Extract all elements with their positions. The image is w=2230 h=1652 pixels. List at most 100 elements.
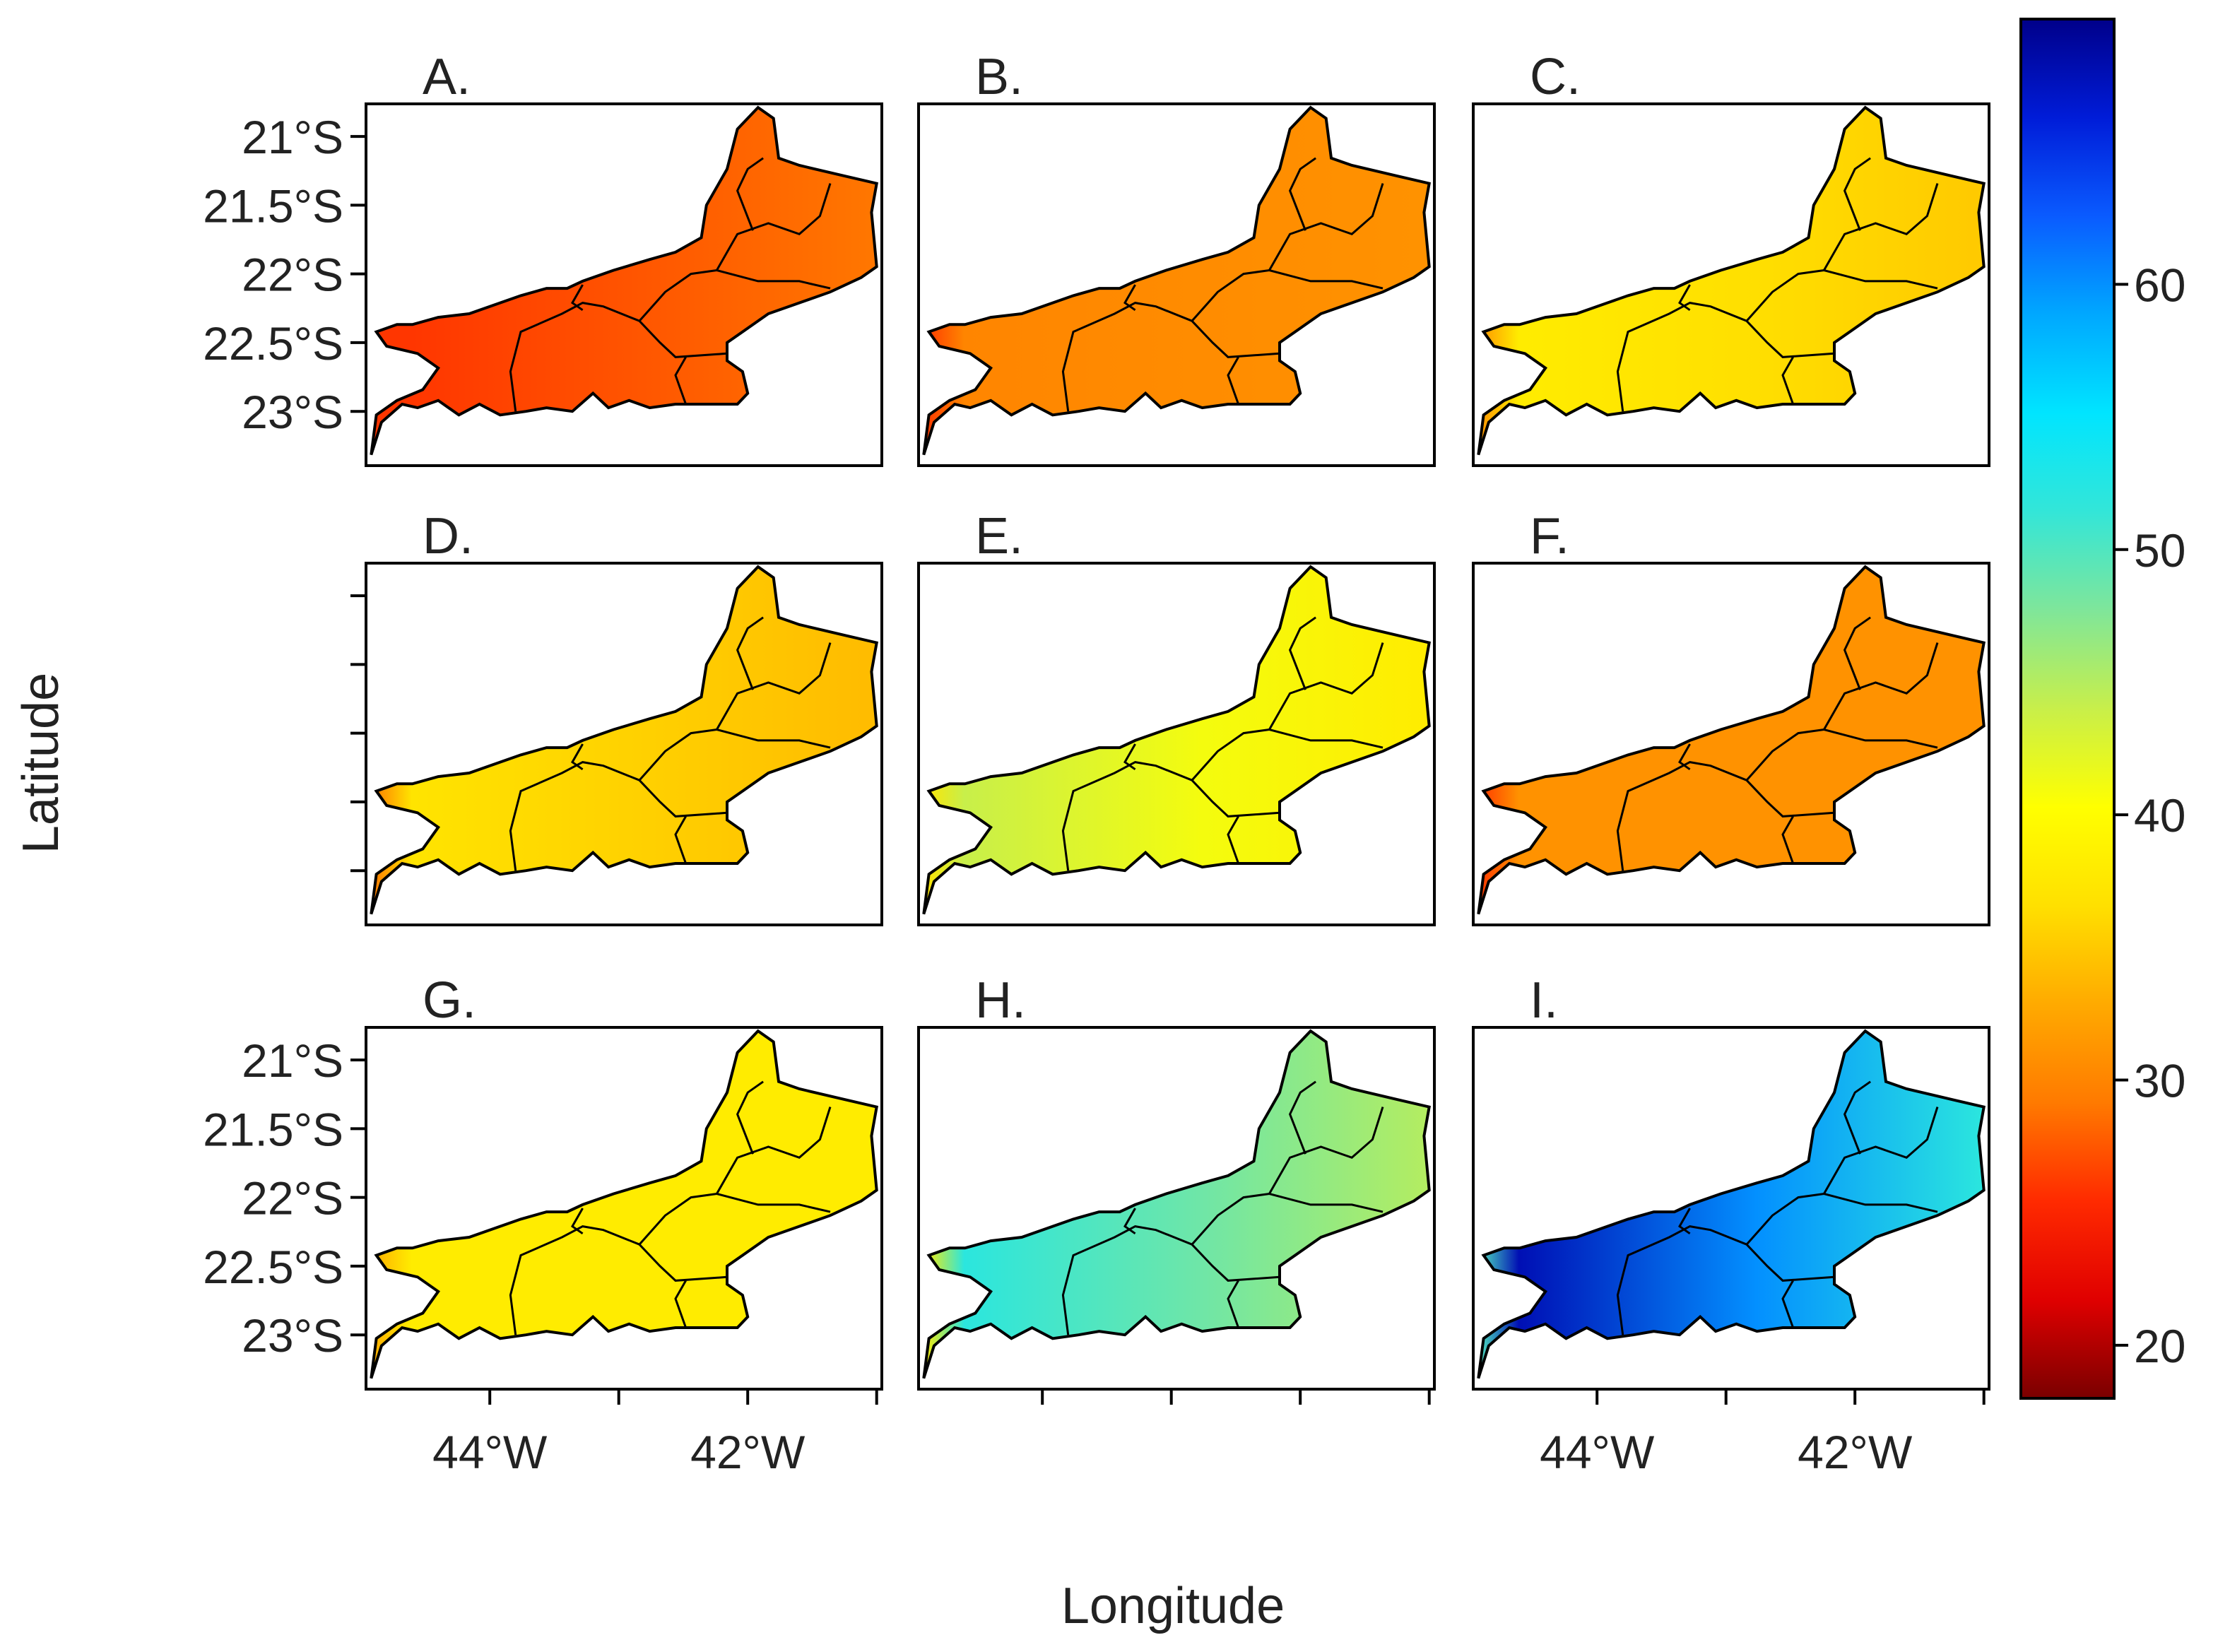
mesoregion-border bbox=[1268, 183, 1384, 271]
state-region bbox=[370, 1029, 879, 1379]
panel-label: F. bbox=[1530, 508, 1569, 565]
mesoregion-border bbox=[1123, 284, 1136, 312]
mesoregion-border bbox=[716, 642, 832, 731]
mesoregion-border bbox=[1843, 1080, 1871, 1155]
mesoregion-border bbox=[571, 284, 584, 312]
panel-frame bbox=[365, 1026, 883, 1391]
state-region bbox=[1477, 565, 1986, 915]
map-panel: D. bbox=[350, 508, 883, 926]
lat-tick-label: 21°S bbox=[242, 111, 343, 163]
lat-tick-label: 23°S bbox=[242, 1309, 343, 1362]
mesoregion-border bbox=[736, 1080, 764, 1155]
panel-label: A. bbox=[423, 49, 471, 105]
panel-label: H. bbox=[975, 972, 1026, 1029]
map-panel: C. bbox=[1472, 49, 1990, 467]
mesoregion-border bbox=[571, 743, 584, 771]
x-axis-label: Longitude bbox=[1061, 1578, 1285, 1634]
panel-label: G. bbox=[423, 972, 476, 1029]
map-panel: H. bbox=[917, 972, 1436, 1405]
panel-frame bbox=[917, 562, 1436, 926]
panel-frame bbox=[917, 102, 1436, 467]
panel-label: D. bbox=[423, 508, 473, 565]
mesoregion-border bbox=[1843, 157, 1871, 231]
lon-tick-label: 44°W bbox=[1540, 1426, 1655, 1478]
legend-tick-label: 50 bbox=[2134, 524, 2185, 577]
mesoregion-border bbox=[1678, 743, 1691, 771]
mesoregion-border bbox=[1288, 616, 1316, 690]
lon-tick-label: 42°W bbox=[690, 1426, 806, 1478]
legend-tick-label: 40 bbox=[2134, 789, 2185, 842]
map-panel: G. 21°S 21.5°S 22°S 22.5°S 23°S 44°W 42°W bbox=[203, 972, 883, 1478]
lat-tick-label: 22°S bbox=[242, 1172, 343, 1225]
mesoregion-border bbox=[1616, 761, 1835, 871]
map-panels: A. 21°S 21.5°S 22°S 22.5°S 23°S B. C. D. E. F. G. 21… bbox=[203, 49, 1990, 1478]
lat-tick-label: 21.5°S bbox=[203, 1103, 343, 1155]
mesoregion-border bbox=[674, 1280, 688, 1328]
panel-label: E. bbox=[975, 508, 1023, 565]
mesoregion-border bbox=[1123, 1208, 1136, 1235]
mesoregion-border bbox=[736, 616, 764, 690]
mesoregion-border bbox=[1061, 302, 1280, 412]
lat-tick-label: 22.5°S bbox=[203, 1241, 343, 1293]
mesoregion-border bbox=[1227, 1280, 1240, 1328]
mesoregion-border bbox=[1678, 1208, 1691, 1235]
mesoregion-border bbox=[1781, 815, 1795, 864]
panel-label: B. bbox=[975, 49, 1023, 105]
map-panel: E. bbox=[917, 508, 1436, 926]
lat-tick-label: 22.5°S bbox=[203, 317, 343, 370]
state-region bbox=[1477, 105, 1986, 456]
lat-tick-label: 21.5°S bbox=[203, 179, 343, 232]
mesoregion-border bbox=[1123, 743, 1136, 771]
panel-frame bbox=[365, 102, 883, 467]
state-region bbox=[922, 105, 1432, 456]
panel-label: C. bbox=[1530, 49, 1581, 105]
lat-tick-label: 22°S bbox=[242, 249, 343, 301]
lat-tick-label: 21°S bbox=[242, 1034, 343, 1087]
mesoregion-border bbox=[571, 1208, 584, 1235]
map-panel: B. bbox=[917, 49, 1436, 467]
mesoregion-border bbox=[1268, 642, 1384, 731]
mesoregion-border bbox=[509, 302, 728, 412]
lat-tick-label: 23°S bbox=[242, 386, 343, 438]
state-region bbox=[370, 105, 879, 456]
color-legend: 20 30 40 50 60 bbox=[2019, 18, 2185, 1400]
color-bar bbox=[2019, 18, 2116, 1400]
panel-frame bbox=[365, 562, 883, 926]
mesoregion-border bbox=[1061, 761, 1280, 871]
lon-tick-label: 42°W bbox=[1798, 1426, 1913, 1478]
mesoregion-border bbox=[1288, 1080, 1316, 1155]
panel-label: I. bbox=[1530, 972, 1558, 1029]
mesoregion-border bbox=[1781, 1280, 1795, 1328]
lon-tick-label: 44°W bbox=[432, 1426, 548, 1478]
map-panel: F. bbox=[1472, 508, 1990, 926]
state-region bbox=[922, 565, 1432, 915]
state-region bbox=[370, 565, 879, 915]
mesoregion-border bbox=[509, 1225, 728, 1335]
panel-frame bbox=[917, 1026, 1436, 1391]
mesoregion-border bbox=[1843, 616, 1871, 690]
legend-tick-label: 60 bbox=[2134, 259, 2185, 311]
y-axis-label: Latitude bbox=[13, 673, 69, 854]
mesoregion-border bbox=[716, 183, 832, 271]
mesoregion-border bbox=[1061, 1225, 1280, 1335]
map-panel: I. 44°W 42°W bbox=[1472, 972, 1990, 1478]
mesoregion-border bbox=[674, 815, 688, 864]
mesoregion-border bbox=[1823, 642, 1939, 731]
mesoregion-border bbox=[1823, 1107, 1939, 1195]
mesoregion-border bbox=[1616, 1225, 1835, 1335]
mesoregion-border bbox=[1678, 284, 1691, 312]
state-region bbox=[1477, 1029, 1986, 1379]
mesoregion-border bbox=[1227, 815, 1240, 864]
mesoregion-border bbox=[1616, 302, 1835, 412]
mesoregion-border bbox=[1227, 356, 1240, 405]
mesoregion-border bbox=[736, 157, 764, 231]
mesoregion-border bbox=[1288, 157, 1316, 231]
mesoregion-border bbox=[509, 761, 728, 871]
state-region bbox=[922, 1029, 1432, 1379]
legend-tick-label: 30 bbox=[2134, 1055, 2185, 1107]
legend-tick-label: 20 bbox=[2134, 1320, 2185, 1372]
map-panel: A. 21°S 21.5°S 22°S 22.5°S 23°S bbox=[203, 49, 883, 467]
mesoregion-border bbox=[1268, 1107, 1384, 1195]
mesoregion-border bbox=[716, 1107, 832, 1195]
